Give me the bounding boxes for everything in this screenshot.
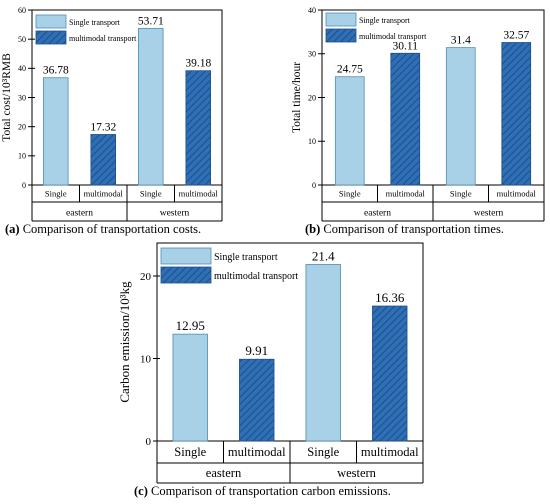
- data-label: 9.91: [245, 343, 268, 358]
- caption-letter: (c): [134, 484, 148, 498]
- bar-multimodal-eastern: [239, 358, 275, 442]
- y-axis-label: Total cost/10³RMB: [1, 53, 13, 142]
- bar-single-western: [137, 27, 164, 186]
- legend-label: multimodal transport: [359, 32, 427, 41]
- legend-swatch-multimodal: [160, 266, 212, 284]
- legend-swatch-single: [35, 14, 67, 29]
- x-tick-label: multimodal: [386, 189, 426, 199]
- bar-single-eastern: [43, 77, 69, 186]
- x-tick-label: multimodal: [361, 445, 419, 459]
- bar-single-eastern: [172, 333, 208, 442]
- bar-multimodal-western: [185, 70, 211, 186]
- y-tick-label: 0: [312, 181, 316, 190]
- legend-swatch-single: [325, 12, 357, 27]
- x-tick-label: multimodal: [84, 189, 124, 199]
- legend-label: Single transport: [214, 252, 278, 263]
- legend-label: multimodal transport: [69, 34, 137, 43]
- data-label: 24.75: [337, 64, 363, 76]
- y-tick-label: 0: [22, 181, 26, 190]
- legend-label: multimodal transport: [214, 271, 298, 282]
- panel-caption: (a) Comparison of transportation costs.: [5, 222, 201, 236]
- x-tick-label: Single: [45, 189, 67, 199]
- data-label: 16.36: [375, 290, 405, 305]
- bar-multimodal-eastern: [90, 134, 117, 186]
- caption-letter: (a): [5, 222, 20, 236]
- legend-swatch-single: [160, 247, 212, 265]
- x-tick-label: multimodal: [179, 189, 219, 199]
- y-tick-label: 0: [146, 436, 152, 448]
- group-label: eastern: [206, 466, 242, 480]
- y-axis-label: Total time/hour: [291, 62, 303, 133]
- chart-panel-c: 0 10 20 Carbon emission/10³kg 12.95 9.91 21.4 1…: [117, 242, 424, 498]
- group-label: eastern: [66, 208, 93, 218]
- y-tick-label: 50: [18, 35, 26, 44]
- data-label: 53.71: [138, 15, 164, 27]
- group-label: western: [337, 466, 377, 480]
- x-tick-label: Single: [450, 189, 472, 199]
- chart-panel-b: 0 10 20 30 40 Total time/hour 24.75 30.11 31.4 32…: [291, 6, 545, 236]
- y-tick-label: 60: [18, 6, 26, 15]
- bar-single-western: [305, 264, 341, 442]
- legend-swatch-multimodal: [35, 30, 67, 45]
- y-tick-label: 40: [308, 6, 316, 15]
- y-tick-label: 20: [18, 122, 26, 131]
- x-tick-label: Single: [339, 189, 361, 199]
- data-label: 31.4: [451, 35, 471, 47]
- x-tick-label: Single: [174, 445, 206, 459]
- y-axis-label: Carbon emission/10³kg: [117, 281, 132, 403]
- legend-label: Single transport: [69, 18, 121, 27]
- caption-text: Comparison of transportation carbon emis…: [148, 484, 391, 498]
- y-tick-label: 20: [140, 271, 152, 283]
- bar-single-eastern: [334, 76, 365, 186]
- group-label: eastern: [364, 208, 391, 218]
- caption-text: Comparison of transportation times.: [320, 222, 504, 236]
- bar-single-western: [445, 47, 476, 186]
- bar-multimodal-western: [501, 42, 532, 186]
- data-label: 30.11: [393, 40, 419, 52]
- y-tick-label: 40: [18, 64, 26, 73]
- data-label: 36.78: [43, 65, 69, 77]
- y-tick-label: 20: [308, 93, 316, 102]
- chart-panel-a: 0 10 20 30 40 50 60 Total cost/10³RMB 36.78 17.32…: [1, 6, 223, 236]
- y-tick-label: 10: [140, 353, 152, 365]
- bar-multimodal-eastern: [390, 52, 421, 186]
- caption-letter: (b): [305, 222, 320, 236]
- y-tick-label: 30: [308, 50, 316, 59]
- data-label: 21.4: [312, 248, 335, 263]
- x-tick-label: multimodal: [497, 189, 537, 199]
- group-label: western: [160, 208, 190, 218]
- x-tick-label: Single: [307, 445, 339, 459]
- data-label: 12.95: [176, 318, 205, 333]
- y-tick-label: 10: [308, 137, 316, 146]
- data-label: 39.18: [185, 58, 211, 70]
- data-label: 32.57: [503, 30, 529, 42]
- y-tick-label: 10: [18, 152, 26, 161]
- bar-multimodal-western: [372, 305, 408, 442]
- legend-label: Single transport: [359, 16, 411, 25]
- data-label: 17.32: [90, 121, 116, 133]
- caption-text: Comparison of transportation costs.: [20, 222, 202, 236]
- y-tick-label: 30: [18, 93, 26, 102]
- panel-caption: (b) Comparison of transportation times.: [305, 222, 504, 236]
- legend-swatch-multimodal: [325, 28, 357, 43]
- x-tick-label: multimodal: [228, 445, 286, 459]
- x-tick-label: Single: [140, 189, 162, 199]
- panel-caption: (c) Comparison of transportation carbon …: [134, 484, 391, 498]
- group-label: western: [474, 208, 504, 218]
